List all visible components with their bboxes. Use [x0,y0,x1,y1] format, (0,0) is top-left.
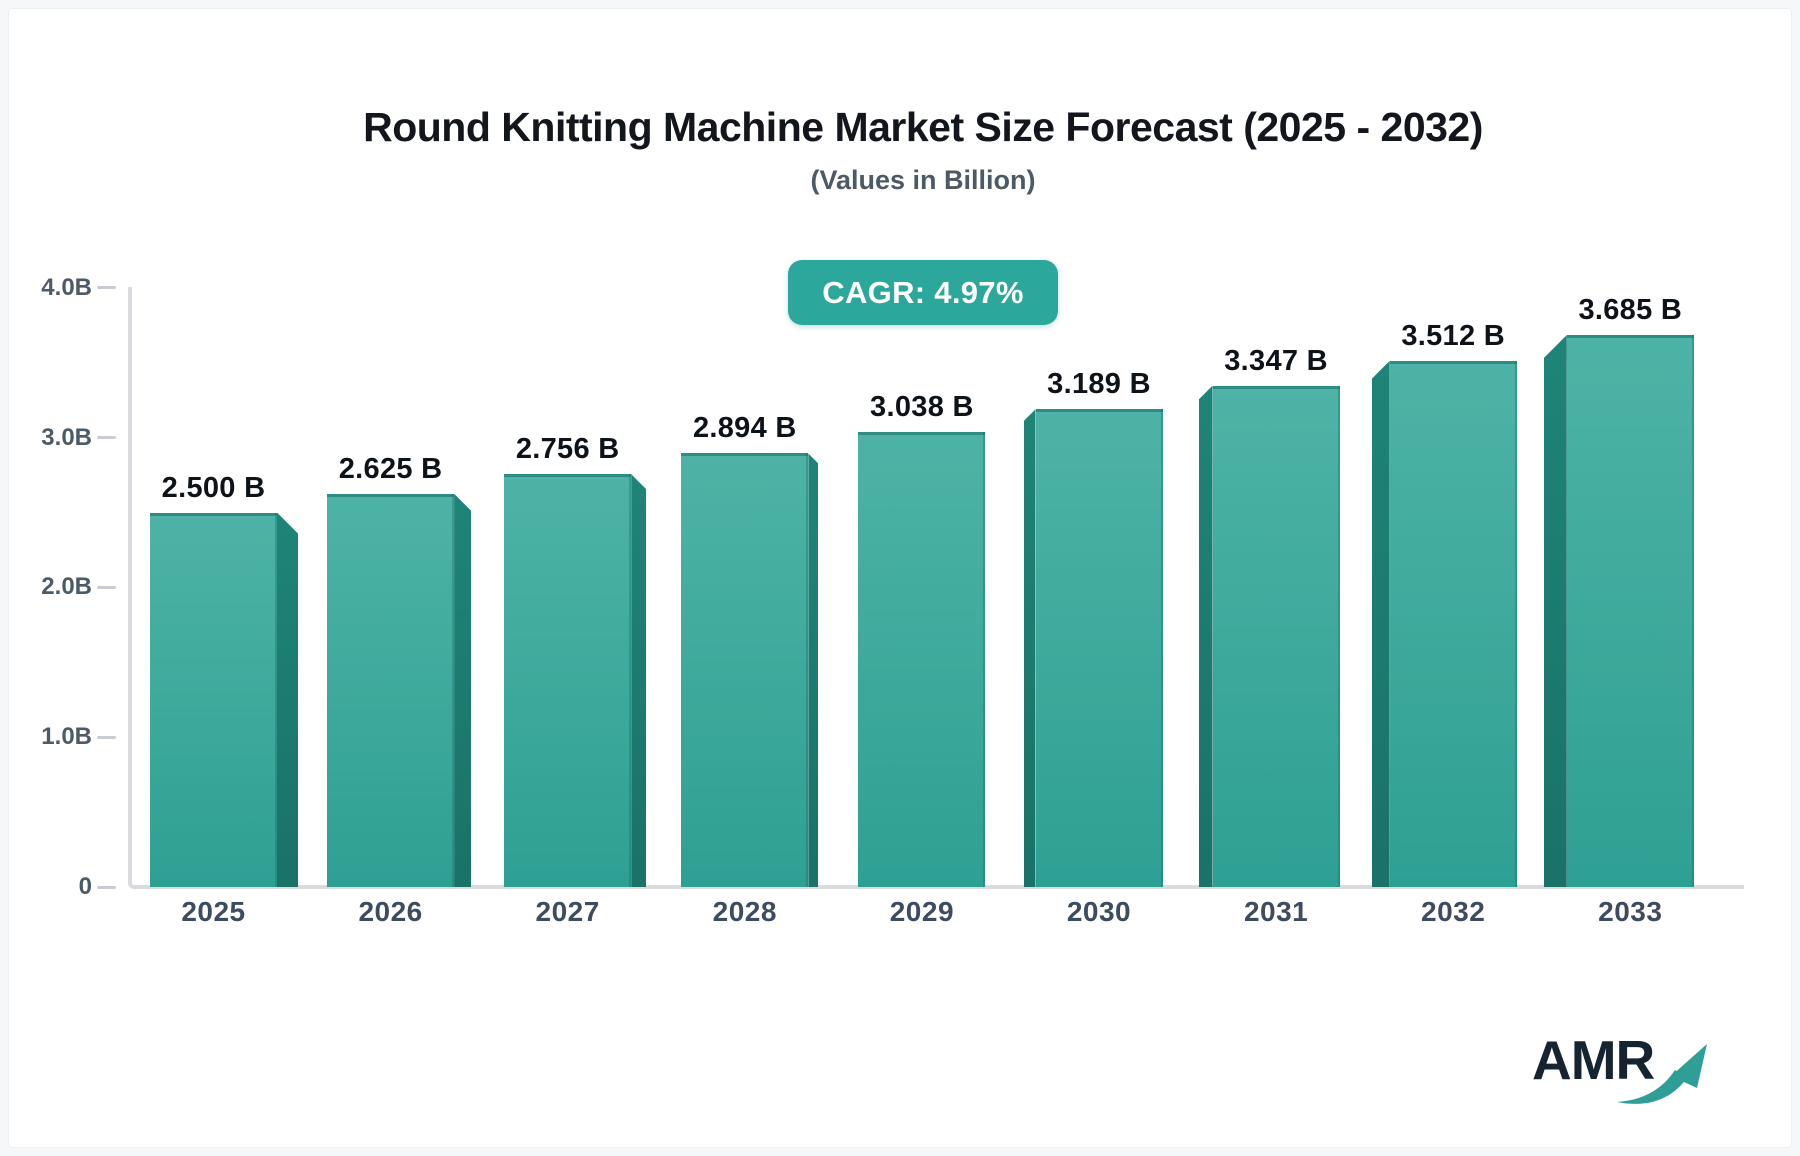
chart-subtitle: (Values in Billion) [810,165,1036,196]
bar-side-face [631,474,647,887]
chart-header: Round Knitting Machine Market Size Forec… [46,104,1800,196]
bar-side-face [454,493,472,887]
y-axis-tick-label: 1.0B [41,723,92,751]
cagr-badge-label: CAGR: 4.97% [822,274,1024,310]
x-axis-label: 2026 [358,896,423,927]
x-axis-label: 2031 [1243,896,1309,927]
x-axis-label: 2033 [1598,896,1663,927]
bar-front-face [1389,360,1517,887]
bar-side-face [1371,360,1390,887]
y-axis-tick-mark [97,735,116,739]
bar-front-face [1566,334,1694,887]
x-axis-label: 2030 [1066,896,1132,927]
bar-front-face [504,474,632,887]
amr-logo-arrow-icon [1617,1044,1707,1104]
bar-value-label: 3.512 B [1401,319,1506,352]
bar-side-face [277,512,298,887]
bar-side-face [808,453,819,887]
amr-logo-text: AMR [1532,1029,1655,1091]
y-axis-tick-label: 3.0B [41,423,92,451]
y-axis-tick-mark [97,585,116,589]
x-axis-label: 2029 [889,896,955,927]
amr-logo: AMR [1532,1030,1722,1105]
bar-value-label: 3.189 B [1047,368,1151,401]
y-axis-tick-label: 2.0B [41,573,92,601]
y-axis-tick-mark [97,286,116,290]
bar-value-label: 2.500 B [161,471,266,504]
bar-front-face [1035,409,1163,887]
bar-front-face [858,431,986,887]
bar-side-face [1198,385,1213,887]
x-axis-label: 2027 [535,896,600,927]
bar-side-face [1543,334,1567,887]
bar-value-label: 3.347 B [1224,344,1328,377]
y-axis-tick-mark [97,436,116,440]
x-axis-label: 2028 [712,896,777,927]
bar-side-face [1023,409,1036,887]
x-axis-label: 2025 [181,896,246,927]
chart-title: Round Knitting Machine Market Size Forec… [363,104,1483,150]
bar-value-label: 2.625 B [338,452,443,485]
bar-value-label: 3.685 B [1578,293,1683,326]
bar-value-label: 2.894 B [692,412,797,445]
bar-front-face [327,493,455,887]
bar-value-label: 3.038 B [870,390,974,423]
bar-value-label: 2.756 B [515,433,620,466]
y-axis-tick-mark [97,885,116,889]
axis-frame [128,287,1744,889]
y-axis-tick-label: 4.0B [41,273,92,301]
bar-front-face [681,453,809,887]
x-axis-label: 2032 [1421,896,1486,927]
y-axis-tick-label: 0 [78,873,92,900]
cagr-badge: CAGR: 4.97% [788,260,1058,325]
bar-front-face [1212,385,1340,887]
bar-front-face [150,512,277,887]
